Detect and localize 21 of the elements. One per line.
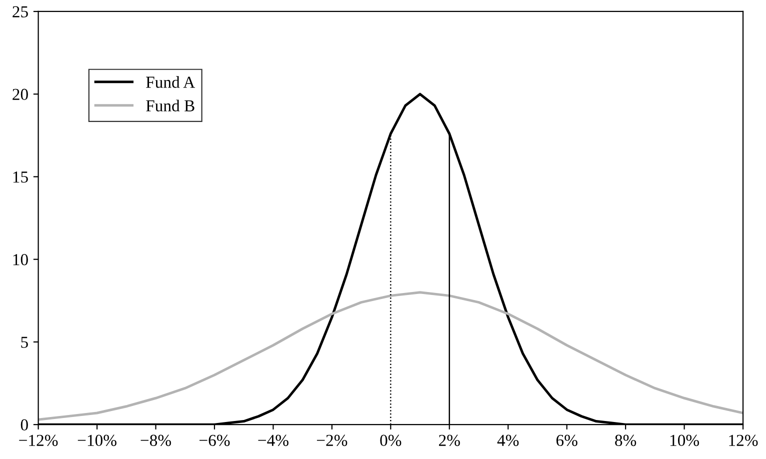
- legend-label: Fund B: [146, 100, 194, 112]
- legend-label: Fund A: [146, 76, 196, 88]
- x-tick-label: −6%: [200, 434, 230, 446]
- x-tick-label: 4%: [497, 434, 519, 446]
- y-tick-label: 5: [21, 336, 28, 348]
- y-tick-label: 20: [12, 88, 28, 100]
- x-tick-label: 6%: [556, 434, 578, 446]
- x-tick-label: −8%: [140, 434, 171, 446]
- x-tick-label: 12%: [729, 434, 758, 446]
- x-tick-label: −10%: [78, 434, 116, 446]
- y-tick-label: 15: [13, 171, 28, 183]
- y-tick-label: 25: [12, 6, 28, 18]
- x-tick-label: 8%: [615, 434, 636, 446]
- x-tick-label: 0%: [380, 434, 402, 446]
- x-tick-label: −4%: [258, 434, 288, 446]
- x-tick-label: −12%: [19, 434, 58, 446]
- y-tick-label: 0: [20, 419, 28, 431]
- x-tick-label: 2%: [439, 434, 460, 446]
- x-tick-label: 10%: [670, 434, 699, 446]
- y-tick-label: 10: [13, 254, 28, 266]
- x-tick-label: −2%: [316, 434, 348, 446]
